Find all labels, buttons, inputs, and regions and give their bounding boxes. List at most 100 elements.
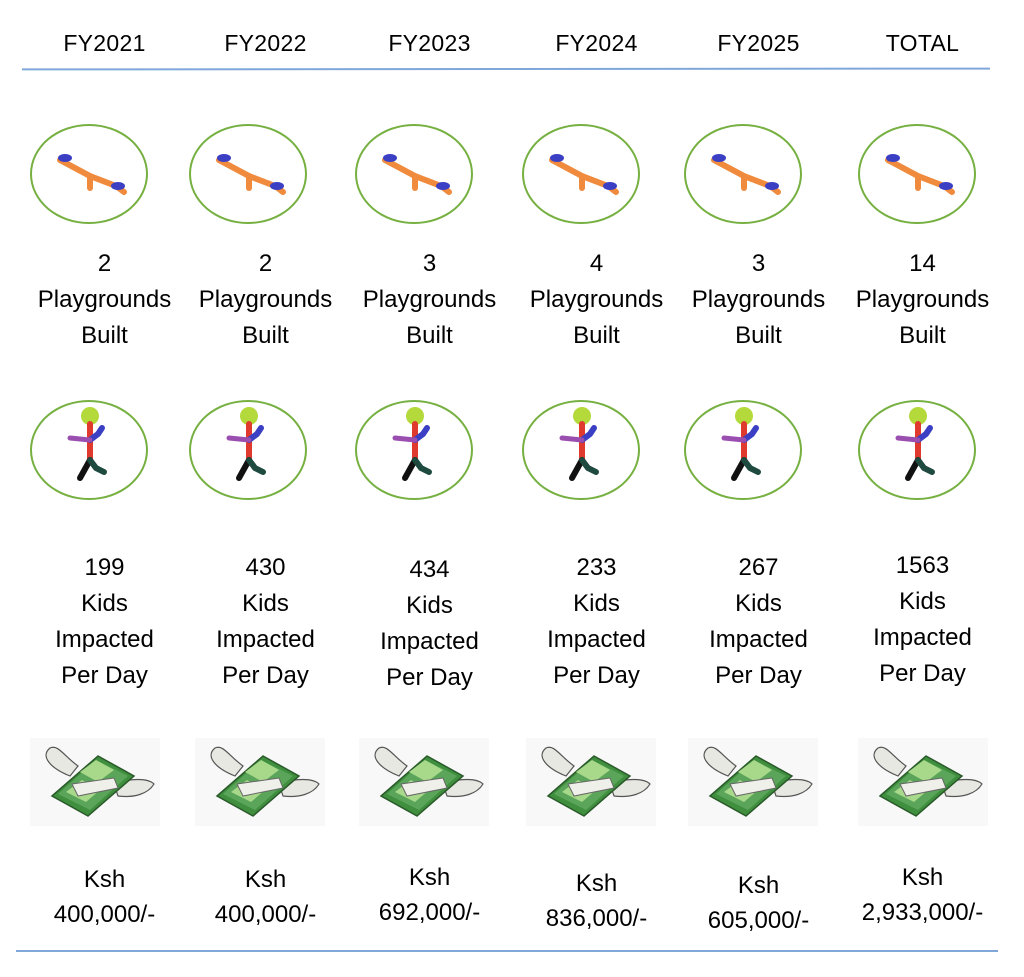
kids-count: 233 [576,554,617,581]
kids-label-impacted: Impacted [547,626,646,653]
playgrounds-label-built: Built [899,322,946,349]
currency-label: Ksh [901,864,944,891]
currency-label: Ksh [83,866,126,893]
playgrounds-label: Playgrounds [37,286,172,313]
kids-count: 430 [245,554,286,581]
flying-money-icon [359,738,489,826]
stick-figure-icon [684,400,802,500]
kids-label-per-day: Per Day [715,662,802,689]
funding-amount: 2,933,000/- [861,899,984,926]
kids-label: Kids [242,590,289,617]
playgrounds-count: 14 [909,250,936,277]
funding-amount: 400,000/- [214,901,317,928]
kids-stat: 267 Kids Impacted Per Day [666,550,851,694]
funding-amount: 692,000/- [378,899,481,926]
stick-figure-icon [355,400,473,500]
funding-amount: 400,000/- [53,901,156,928]
kids-label: Kids [81,590,128,617]
year-header: FY2022 [224,30,307,56]
playgrounds-label-built: Built [573,322,620,349]
kids-stat: 1563 Kids Impacted Per Day [830,548,1015,692]
seesaw-icon [522,124,640,224]
playgrounds-stat: 14 Playgrounds Built [830,246,1015,354]
playgrounds-stat: 3 Playgrounds Built [666,246,851,354]
seesaw-icon [355,124,473,224]
year-header: FY2025 [717,30,800,56]
kids-label-per-day: Per Day [61,662,148,689]
playgrounds-stat: 3 Playgrounds Built [337,246,522,354]
year-column-total: TOTAL 14 Playgrounds Built [840,0,1005,977]
kids-count: 434 [409,556,450,583]
flying-money-icon [858,738,988,826]
year-column-fy2025: FY2025 3 Playgrounds Built [676,0,841,977]
playgrounds-count: 3 [422,250,437,277]
playgrounds-stat: 4 Playgrounds Built [504,246,689,354]
year-column-fy2022: FY2022 2 Playgrounds Built [183,0,348,977]
playgrounds-label: Playgrounds [362,286,497,313]
kids-label-per-day: Per Day [386,664,473,691]
kids-label: Kids [735,590,782,617]
flying-money-icon [195,738,325,826]
kids-stat: 434 Kids Impacted Per Day [337,552,522,696]
playgrounds-count: 4 [589,250,604,277]
seesaw-icon [684,124,802,224]
year-header: FY2024 [555,30,638,56]
flying-money-icon [688,738,818,826]
year-header: FY2021 [63,30,146,56]
playgrounds-label: Playgrounds [855,286,990,313]
kids-label-impacted: Impacted [216,626,315,653]
kids-label-impacted: Impacted [380,628,479,655]
playgrounds-label: Playgrounds [529,286,664,313]
funding-amount: 836,000/- [545,905,648,932]
playgrounds-label: Playgrounds [691,286,826,313]
year-header: TOTAL [885,30,960,56]
kids-label: Kids [573,590,620,617]
playgrounds-label-built: Built [735,322,782,349]
funding-amount: 605,000/- [707,907,810,934]
playgrounds-label-built: Built [242,322,289,349]
stick-figure-icon [189,400,307,500]
seesaw-icon [30,124,148,224]
currency-label: Ksh [244,866,287,893]
kids-label-per-day: Per Day [879,660,966,687]
currency-label: Ksh [408,864,451,891]
currency-label: Ksh [737,872,780,899]
funding-stat: Ksh 400,000/- [12,862,197,932]
playgrounds-count: 2 [258,250,273,277]
stick-figure-icon [30,400,148,500]
kids-label-impacted: Impacted [709,626,808,653]
seesaw-icon [189,124,307,224]
kids-stat: 199 Kids Impacted Per Day [12,550,197,694]
currency-label: Ksh [575,870,618,897]
kids-label: Kids [899,588,946,615]
kids-label-per-day: Per Day [222,662,309,689]
funding-stat: Ksh 400,000/- [173,862,358,932]
playgrounds-stat: 2 Playgrounds Built [12,246,197,354]
kids-label-impacted: Impacted [873,624,972,651]
kids-count: 1563 [895,552,950,579]
stick-figure-icon [858,400,976,500]
stick-figure-icon [522,400,640,500]
kids-stat: 233 Kids Impacted Per Day [504,550,689,694]
funding-stat: Ksh 605,000/- [666,868,851,938]
playgrounds-count: 3 [751,250,766,277]
kids-count: 199 [84,554,125,581]
funding-stat: Ksh 692,000/- [337,860,522,930]
playgrounds-count: 2 [97,250,112,277]
footer-divider [16,950,998,952]
kids-label-per-day: Per Day [553,662,640,689]
kids-count: 267 [738,554,779,581]
kids-label: Kids [406,592,453,619]
funding-stat: Ksh 836,000/- [504,866,689,936]
year-column-fy2021: FY2021 2 Playgrounds Built [22,0,187,977]
kids-stat: 430 Kids Impacted Per Day [173,550,358,694]
flying-money-icon [30,738,160,826]
playgrounds-stat: 2 Playgrounds Built [173,246,358,354]
year-header: FY2023 [388,30,471,56]
playgrounds-label-built: Built [406,322,453,349]
playgrounds-label-built: Built [81,322,128,349]
year-column-fy2023: FY2023 3 Playgrounds Built [347,0,512,977]
seesaw-icon [858,124,976,224]
playgrounds-label: Playgrounds [198,286,333,313]
flying-money-icon [526,738,656,826]
